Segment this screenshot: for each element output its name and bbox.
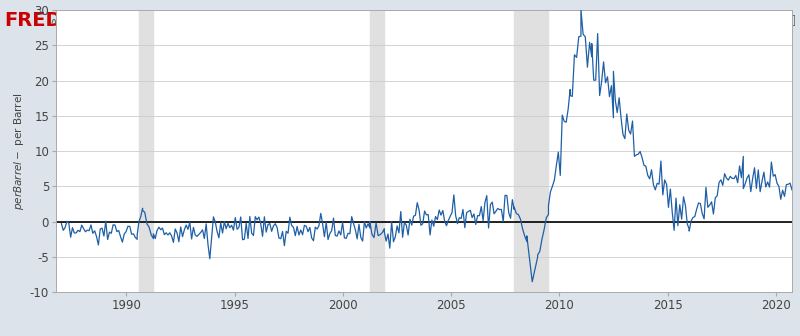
Text: ∿: ∿ xyxy=(50,16,62,30)
Text: —: — xyxy=(66,15,81,30)
Text: FRED: FRED xyxy=(4,11,62,30)
Bar xyxy=(514,10,549,292)
Text: ⤢: ⤢ xyxy=(787,14,794,27)
Bar xyxy=(370,10,384,292)
Text: Crude Oil Prices: Brent - Europe-Crude Oil Prices: West Texas Intermediate (WTI): Crude Oil Prices: Brent - Europe-Crude O… xyxy=(78,18,631,28)
Y-axis label: $ per Barrel-$ per Barrel: $ per Barrel-$ per Barrel xyxy=(12,92,26,210)
Bar xyxy=(139,10,154,292)
